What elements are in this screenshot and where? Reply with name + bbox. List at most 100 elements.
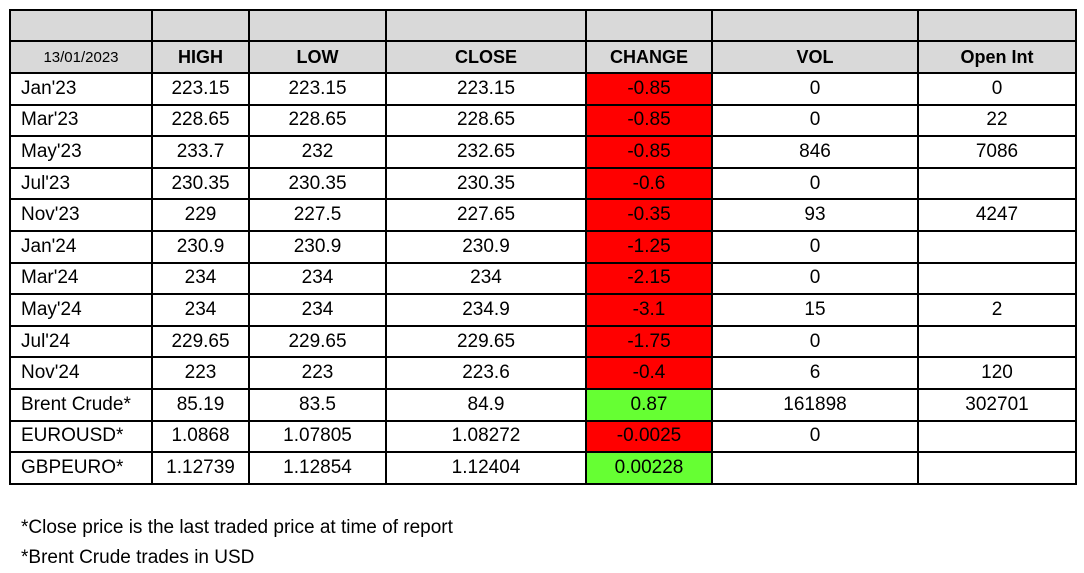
- high-value: 229: [151, 198, 250, 232]
- blank-cell: [151, 9, 250, 42]
- close-value: 1.08272: [385, 419, 587, 454]
- volume-value: 0: [711, 166, 919, 201]
- close-value: 84.9: [385, 387, 587, 422]
- low-value: 223: [248, 356, 387, 390]
- table-row: Nov'23 229 227.5 227.65 -0.35 93 4247: [9, 198, 1077, 232]
- change-value: 0.00228: [585, 451, 713, 485]
- volume-value: 161898: [711, 387, 919, 422]
- low-value: 230.35: [248, 166, 387, 201]
- volume-value: 0: [711, 103, 919, 138]
- futures-price-table: 13/01/2023 HIGH LOW CLOSE CHANGE VOL Ope…: [9, 9, 1077, 485]
- open-interest-value: [917, 229, 1077, 264]
- volume-value: 0: [711, 261, 919, 296]
- blank-cell: [917, 9, 1077, 42]
- change-value: -1.25: [585, 229, 713, 264]
- footnote-brent-currency: *Brent Crude trades in USD: [21, 547, 255, 568]
- contract-name: Jan'24: [9, 229, 153, 264]
- close-value: 230.35: [385, 166, 587, 201]
- open-interest-value: 0: [917, 72, 1077, 106]
- column-header-close: CLOSE: [385, 40, 587, 74]
- table-row: Mar'23 228.65 228.65 228.65 -0.85 0 22: [9, 103, 1077, 138]
- volume-value: 6: [711, 356, 919, 390]
- low-value: 223.15: [248, 72, 387, 106]
- table-row: Nov'24 223 223 223.6 -0.4 6 120: [9, 356, 1077, 390]
- open-interest-value: 4247: [917, 198, 1077, 232]
- column-header-low: LOW: [248, 40, 387, 74]
- table-row: Jan'23 223.15 223.15 223.15 -0.85 0 0: [9, 72, 1077, 106]
- blank-cell: [385, 9, 587, 42]
- column-header-vol: VOL: [711, 40, 919, 74]
- open-interest-value: 7086: [917, 135, 1077, 169]
- contract-name: May'23: [9, 135, 153, 169]
- table-row: Jan'24 230.9 230.9 230.9 -1.25 0: [9, 229, 1077, 264]
- open-interest-value: [917, 261, 1077, 296]
- open-interest-value: [917, 451, 1077, 485]
- open-interest-value: [917, 166, 1077, 201]
- change-value: -0.85: [585, 103, 713, 138]
- open-interest-value: [917, 419, 1077, 454]
- contract-name: Mar'23: [9, 103, 153, 138]
- column-header-change: CHANGE: [585, 40, 713, 74]
- footnote-close-price: *Close price is the last traded price at…: [21, 517, 453, 538]
- high-value: 234: [151, 293, 250, 327]
- table-row: GBPEURO* 1.12739 1.12854 1.12404 0.00228: [9, 451, 1077, 485]
- table-row: Jul'24 229.65 229.65 229.65 -1.75 0: [9, 324, 1077, 359]
- contract-name: Jul'23: [9, 166, 153, 201]
- contract-name: Mar'24: [9, 261, 153, 296]
- change-value: -1.75: [585, 324, 713, 359]
- column-header-row: 13/01/2023 HIGH LOW CLOSE CHANGE VOL Ope…: [9, 40, 1077, 74]
- high-value: 229.65: [151, 324, 250, 359]
- high-value: 1.0868: [151, 419, 250, 454]
- volume-value: 0: [711, 229, 919, 264]
- volume-value: 0: [711, 324, 919, 359]
- close-value: 234.9: [385, 293, 587, 327]
- blank-header-row: [9, 9, 1077, 42]
- contract-name: Jul'24: [9, 324, 153, 359]
- contract-name: GBPEURO*: [9, 451, 153, 485]
- contract-name: Brent Crude*: [9, 387, 153, 422]
- volume-value: 15: [711, 293, 919, 327]
- low-value: 234: [248, 261, 387, 296]
- volume-value: 0: [711, 419, 919, 454]
- low-value: 83.5: [248, 387, 387, 422]
- table-row: Mar'24 234 234 234 -2.15 0: [9, 261, 1077, 296]
- column-header-high: HIGH: [151, 40, 250, 74]
- volume-value: 0: [711, 72, 919, 106]
- low-value: 229.65: [248, 324, 387, 359]
- close-value: 1.12404: [385, 451, 587, 485]
- low-value: 232: [248, 135, 387, 169]
- close-value: 232.65: [385, 135, 587, 169]
- volume-value: [711, 451, 919, 485]
- close-value: 228.65: [385, 103, 587, 138]
- column-header-open-int: Open Int: [917, 40, 1077, 74]
- table-row: Brent Crude* 85.19 83.5 84.9 0.87 161898 30270…: [9, 387, 1077, 422]
- close-value: 227.65: [385, 198, 587, 232]
- volume-value: 846: [711, 135, 919, 169]
- contract-name: Jan'23: [9, 72, 153, 106]
- low-value: 1.07805: [248, 419, 387, 454]
- volume-value: 93: [711, 198, 919, 232]
- low-value: 228.65: [248, 103, 387, 138]
- close-value: 223.15: [385, 72, 587, 106]
- close-value: 234: [385, 261, 587, 296]
- table-row: May'24 234 234 234.9 -3.1 15 2: [9, 293, 1077, 327]
- contract-name: Nov'24: [9, 356, 153, 390]
- change-value: 0.87: [585, 387, 713, 422]
- low-value: 227.5: [248, 198, 387, 232]
- change-value: -3.1: [585, 293, 713, 327]
- high-value: 1.12739: [151, 451, 250, 485]
- blank-cell: [711, 9, 919, 42]
- high-value: 230.9: [151, 229, 250, 264]
- open-interest-value: 302701: [917, 387, 1077, 422]
- high-value: 233.7: [151, 135, 250, 169]
- open-interest-value: 120: [917, 356, 1077, 390]
- open-interest-value: 22: [917, 103, 1077, 138]
- open-interest-value: 2: [917, 293, 1077, 327]
- high-value: 223.15: [151, 72, 250, 106]
- blank-cell: [585, 9, 713, 42]
- change-value: -2.15: [585, 261, 713, 296]
- low-value: 234: [248, 293, 387, 327]
- high-value: 230.35: [151, 166, 250, 201]
- table-row: EUROUSD* 1.0868 1.07805 1.08272 -0.0025 0: [9, 419, 1077, 454]
- change-value: -0.4: [585, 356, 713, 390]
